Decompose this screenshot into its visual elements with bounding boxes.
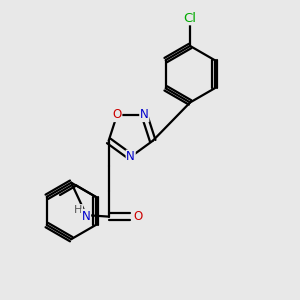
Text: N: N xyxy=(140,108,149,122)
Text: O: O xyxy=(134,210,143,223)
Text: Cl: Cl xyxy=(184,11,196,25)
Text: O: O xyxy=(112,108,122,122)
Text: N: N xyxy=(126,150,135,163)
Text: H: H xyxy=(74,205,82,215)
Text: N: N xyxy=(82,209,90,223)
